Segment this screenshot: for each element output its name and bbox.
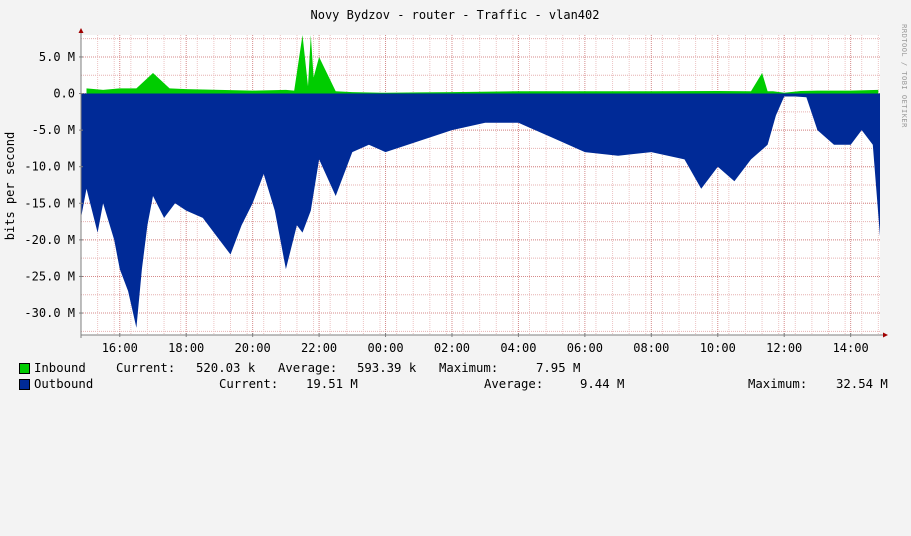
- x-tick-label: 08:00: [633, 341, 669, 355]
- rrdtool-watermark: RRDTOOL / TOBI OETIKER: [900, 24, 908, 128]
- legend: Inbound Current: 520.03 k Average: 593.3…: [0, 360, 911, 400]
- outbound-maximum-label: Maximum:: [748, 377, 808, 391]
- x-tick-label: 10:00: [700, 341, 736, 355]
- y-tick-label: -5.0 M: [32, 123, 75, 137]
- x-tick-label: 00:00: [367, 341, 403, 355]
- y-tick-label: 0.0: [53, 87, 75, 101]
- series-areas: [81, 35, 880, 328]
- x-tick-label: 04:00: [500, 341, 536, 355]
- outbound-maximum-value: 32.54 M: [836, 377, 888, 391]
- y-axis-label: bits per second: [3, 132, 17, 240]
- inbound-average-label: Average:: [278, 361, 338, 375]
- x-tick-labels: 16:00 18:00 20:00 22:00 00:00 02:00 04:00 06:00…: [102, 341, 869, 355]
- inbound-name: Inbound: [34, 361, 86, 375]
- x-tick-label: 14:00: [833, 341, 869, 355]
- series-area-inbound: [86, 35, 879, 94]
- y-tick-label: -20.0 M: [24, 233, 75, 247]
- y-tick-label: -10.0 M: [24, 160, 75, 174]
- inbound-current-value: 520.03 k: [196, 361, 256, 375]
- chart-title: Novy Bydzov - router - Traffic - vlan402: [311, 8, 600, 22]
- outbound-average-value: 9.44 M: [580, 377, 625, 391]
- x-tick-label: 06:00: [567, 341, 603, 355]
- x-tick-label: 18:00: [168, 341, 204, 355]
- x-tick-label: 20:00: [235, 341, 271, 355]
- axes: [78, 28, 888, 338]
- inbound-maximum-label: Maximum:: [439, 361, 499, 375]
- y-axis-arrow: [78, 28, 84, 33]
- x-tick-label: 22:00: [301, 341, 337, 355]
- outbound-current-value: 19.51 M: [306, 377, 358, 391]
- inbound-swatch: [19, 363, 30, 374]
- y-tick-label: -25.0 M: [24, 269, 75, 283]
- outbound-average-label: Average:: [484, 377, 544, 391]
- x-tick-label: 02:00: [434, 341, 470, 355]
- outbound-swatch: [19, 379, 30, 390]
- y-tick-labels: 5.0 M 0.0 -5.0 M -10.0 M -15.0 M -20.0 M -25.0…: [24, 50, 75, 320]
- y-tick-label: -30.0 M: [24, 306, 75, 320]
- legend-row-outbound: Outbound Current: 19.51 M Average: 9.44 …: [0, 376, 911, 392]
- inbound-current-label: Current:: [116, 361, 176, 375]
- outbound-current-label: Current:: [219, 377, 279, 391]
- x-tick-label: 12:00: [766, 341, 802, 355]
- x-tick-label: 16:00: [102, 341, 138, 355]
- legend-row-inbound: Inbound Current: 520.03 k Average: 593.3…: [0, 360, 911, 376]
- outbound-name: Outbound: [34, 377, 94, 391]
- y-tick-label: 5.0 M: [39, 50, 75, 64]
- inbound-average-value: 593.39 k: [357, 361, 417, 375]
- series-area-outbound: [81, 93, 880, 328]
- x-axis-arrow: [883, 332, 888, 338]
- inbound-maximum-value: 7.95 M: [536, 361, 581, 375]
- y-tick-label: -15.0 M: [24, 196, 75, 210]
- traffic-graph: 5.0 M 0.0 -5.0 M -10.0 M -15.0 M -20.0 M -25.0…: [3, 8, 908, 355]
